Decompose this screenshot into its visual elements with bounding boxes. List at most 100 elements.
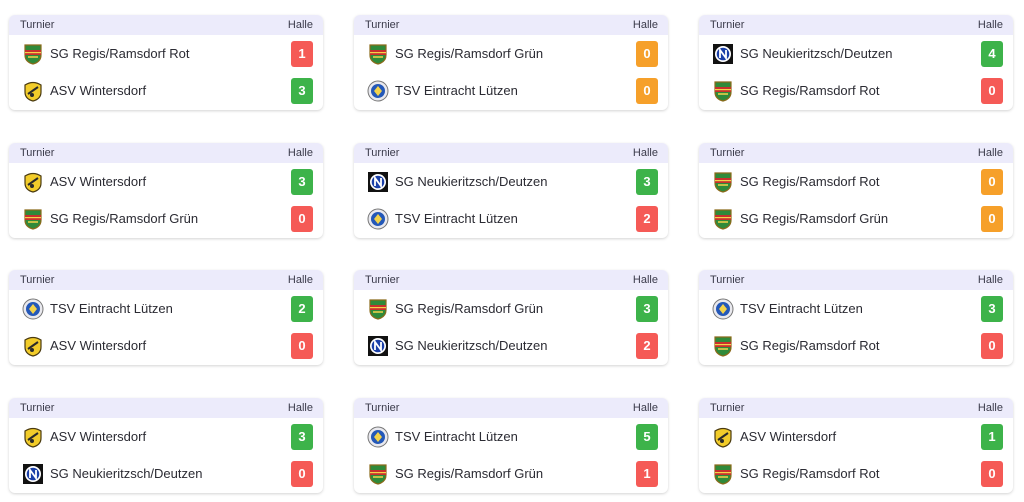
regis-crest-icon bbox=[367, 43, 389, 65]
match-card-header: Turnier Halle bbox=[9, 270, 323, 290]
match-card[interactable]: Turnier Halle SG Regis/Ramsdorf Grün 3 S… bbox=[354, 270, 668, 365]
away-team-name[interactable]: SG Regis/Ramsdorf Grün bbox=[740, 211, 889, 226]
wintersdorf-crest-icon bbox=[22, 335, 44, 357]
home-team-row[interactable]: SG Regis/Ramsdorf Grün 0 bbox=[354, 35, 668, 72]
competition-label: Turnier bbox=[365, 274, 400, 286]
home-score-badge: 2 bbox=[291, 295, 313, 322]
home-team-name[interactable]: SG Neukieritzsch/Deutzen bbox=[395, 174, 548, 189]
regis-crest-icon bbox=[712, 335, 734, 357]
home-team-name[interactable]: SG Regis/Ramsdorf Grün bbox=[395, 46, 544, 61]
home-team-row[interactable]: SG Regis/Ramsdorf Grün 3 bbox=[354, 290, 668, 327]
match-card-header: Turnier Halle bbox=[354, 398, 668, 418]
home-team-name[interactable]: ASV Wintersdorf bbox=[740, 429, 837, 444]
away-team-name[interactable]: SG Regis/Ramsdorf Grün bbox=[50, 211, 199, 226]
home-team-name[interactable]: SG Regis/Ramsdorf Rot bbox=[740, 174, 880, 189]
wintersdorf-crest-icon bbox=[22, 80, 44, 102]
venue-label: Halle bbox=[287, 274, 313, 286]
luetzen-crest-icon bbox=[712, 298, 734, 320]
away-team-row[interactable]: SG Regis/Ramsdorf Grün 1 bbox=[354, 455, 668, 492]
venue-label: Halle bbox=[632, 147, 658, 159]
home-team-row[interactable]: ASV Wintersdorf 1 bbox=[699, 418, 1013, 455]
competition-label: Turnier bbox=[710, 147, 745, 159]
home-team-row[interactable]: TSV Eintracht Lützen 5 bbox=[354, 418, 668, 455]
regis-crest-icon bbox=[367, 463, 389, 485]
away-team-row[interactable]: SG Regis/Ramsdorf Grün 0 bbox=[9, 200, 323, 237]
match-card[interactable]: Turnier Halle SG Neukieritzsch/Deutzen 3… bbox=[354, 143, 668, 238]
match-card[interactable]: Turnier Halle ASV Wintersdorf 3 SG Regis… bbox=[9, 143, 323, 238]
away-team-name[interactable]: TSV Eintracht Lützen bbox=[395, 83, 518, 98]
regis-crest-icon bbox=[22, 208, 44, 230]
match-card[interactable]: Turnier Halle SG Regis/Ramsdorf Rot 1 AS… bbox=[9, 15, 323, 110]
match-card[interactable]: Turnier Halle TSV Eintracht Lützen 3 SG … bbox=[699, 270, 1013, 365]
home-team-row[interactable]: SG Regis/Ramsdorf Rot 1 bbox=[9, 35, 323, 72]
home-score-badge: 5 bbox=[636, 423, 658, 450]
away-team-name[interactable]: SG Regis/Ramsdorf Rot bbox=[740, 83, 880, 98]
home-team-row[interactable]: TSV Eintracht Lützen 2 bbox=[9, 290, 323, 327]
match-card-header: Turnier Halle bbox=[354, 15, 668, 35]
away-score-badge: 3 bbox=[291, 77, 313, 104]
away-score-badge: 1 bbox=[636, 460, 658, 487]
away-team-row[interactable]: TSV Eintracht Lützen 2 bbox=[354, 200, 668, 237]
home-team-name[interactable]: SG Regis/Ramsdorf Rot bbox=[50, 46, 190, 61]
match-card[interactable]: Turnier Halle TSV Eintracht Lützen 5 SG … bbox=[354, 398, 668, 493]
away-team-name[interactable]: SG Regis/Ramsdorf Grün bbox=[395, 466, 544, 481]
match-card-header: Turnier Halle bbox=[699, 270, 1013, 290]
away-team-name[interactable]: ASV Wintersdorf bbox=[50, 83, 147, 98]
away-team-name[interactable]: SG Neukieritzsch/Deutzen bbox=[395, 338, 548, 353]
away-team-row[interactable]: SG Regis/Ramsdorf Rot 0 bbox=[699, 327, 1013, 364]
competition-label: Turnier bbox=[20, 19, 55, 31]
away-team-name[interactable]: SG Regis/Ramsdorf Rot bbox=[740, 466, 880, 481]
home-team-name[interactable]: TSV Eintracht Lützen bbox=[50, 301, 173, 316]
competition-label: Turnier bbox=[710, 402, 745, 414]
away-team-row[interactable]: SG Regis/Ramsdorf Rot 0 bbox=[699, 455, 1013, 492]
home-team-name[interactable]: SG Neukieritzsch/Deutzen bbox=[740, 46, 893, 61]
away-team-row[interactable]: ASV Wintersdorf 3 bbox=[9, 72, 323, 109]
home-team-row[interactable]: ASV Wintersdorf 3 bbox=[9, 418, 323, 455]
away-team-row[interactable]: SG Neukieritzsch/Deutzen 2 bbox=[354, 327, 668, 364]
away-team-row[interactable]: TSV Eintracht Lützen 0 bbox=[354, 72, 668, 109]
wintersdorf-crest-icon bbox=[712, 426, 734, 448]
home-team-row[interactable]: TSV Eintracht Lützen 3 bbox=[699, 290, 1013, 327]
home-score-badge: 3 bbox=[291, 168, 313, 195]
luetzen-crest-icon bbox=[367, 426, 389, 448]
match-card[interactable]: Turnier Halle SG Regis/Ramsdorf Grün 0 T… bbox=[354, 15, 668, 110]
match-card-header: Turnier Halle bbox=[699, 143, 1013, 163]
competition-label: Turnier bbox=[20, 402, 55, 414]
luetzen-crest-icon bbox=[367, 80, 389, 102]
match-card[interactable]: Turnier Halle ASV Wintersdorf 1 SG Regis… bbox=[699, 398, 1013, 493]
match-card[interactable]: Turnier Halle SG Regis/Ramsdorf Rot 0 SG… bbox=[699, 143, 1013, 238]
away-team-row[interactable]: SG Regis/Ramsdorf Rot 0 bbox=[699, 72, 1013, 109]
venue-label: Halle bbox=[977, 402, 1003, 414]
away-team-row[interactable]: ASV Wintersdorf 0 bbox=[9, 327, 323, 364]
home-team-row[interactable]: SG Neukieritzsch/Deutzen 3 bbox=[354, 163, 668, 200]
away-team-name[interactable]: SG Neukieritzsch/Deutzen bbox=[50, 466, 203, 481]
match-card-header: Turnier Halle bbox=[9, 143, 323, 163]
home-team-name[interactable]: TSV Eintracht Lützen bbox=[740, 301, 863, 316]
away-team-name[interactable]: ASV Wintersdorf bbox=[50, 338, 147, 353]
away-score-badge: 0 bbox=[636, 77, 658, 104]
away-team-row[interactable]: SG Regis/Ramsdorf Grün 0 bbox=[699, 200, 1013, 237]
luetzen-crest-icon bbox=[22, 298, 44, 320]
home-team-name[interactable]: ASV Wintersdorf bbox=[50, 429, 147, 444]
match-card[interactable]: Turnier Halle TSV Eintracht Lützen 2 ASV… bbox=[9, 270, 323, 365]
match-card-header: Turnier Halle bbox=[354, 270, 668, 290]
match-card[interactable]: Turnier Halle ASV Wintersdorf 3 SG Neuki… bbox=[9, 398, 323, 493]
venue-label: Halle bbox=[977, 274, 1003, 286]
match-card[interactable]: Turnier Halle SG Neukieritzsch/Deutzen 4… bbox=[699, 15, 1013, 110]
away-team-row[interactable]: SG Neukieritzsch/Deutzen 0 bbox=[9, 455, 323, 492]
home-team-row[interactable]: SG Neukieritzsch/Deutzen 4 bbox=[699, 35, 1013, 72]
away-team-name[interactable]: TSV Eintracht Lützen bbox=[395, 211, 518, 226]
home-team-row[interactable]: ASV Wintersdorf 3 bbox=[9, 163, 323, 200]
away-team-name[interactable]: SG Regis/Ramsdorf Rot bbox=[740, 338, 880, 353]
competition-label: Turnier bbox=[365, 147, 400, 159]
venue-label: Halle bbox=[632, 402, 658, 414]
home-team-name[interactable]: SG Regis/Ramsdorf Grün bbox=[395, 301, 544, 316]
home-team-row[interactable]: SG Regis/Ramsdorf Rot 0 bbox=[699, 163, 1013, 200]
home-team-name[interactable]: TSV Eintracht Lützen bbox=[395, 429, 518, 444]
match-card-header: Turnier Halle bbox=[9, 15, 323, 35]
home-score-badge: 0 bbox=[636, 40, 658, 67]
regis-crest-icon bbox=[712, 171, 734, 193]
home-score-badge: 3 bbox=[636, 295, 658, 322]
home-team-name[interactable]: ASV Wintersdorf bbox=[50, 174, 147, 189]
home-score-badge: 1 bbox=[981, 423, 1003, 450]
